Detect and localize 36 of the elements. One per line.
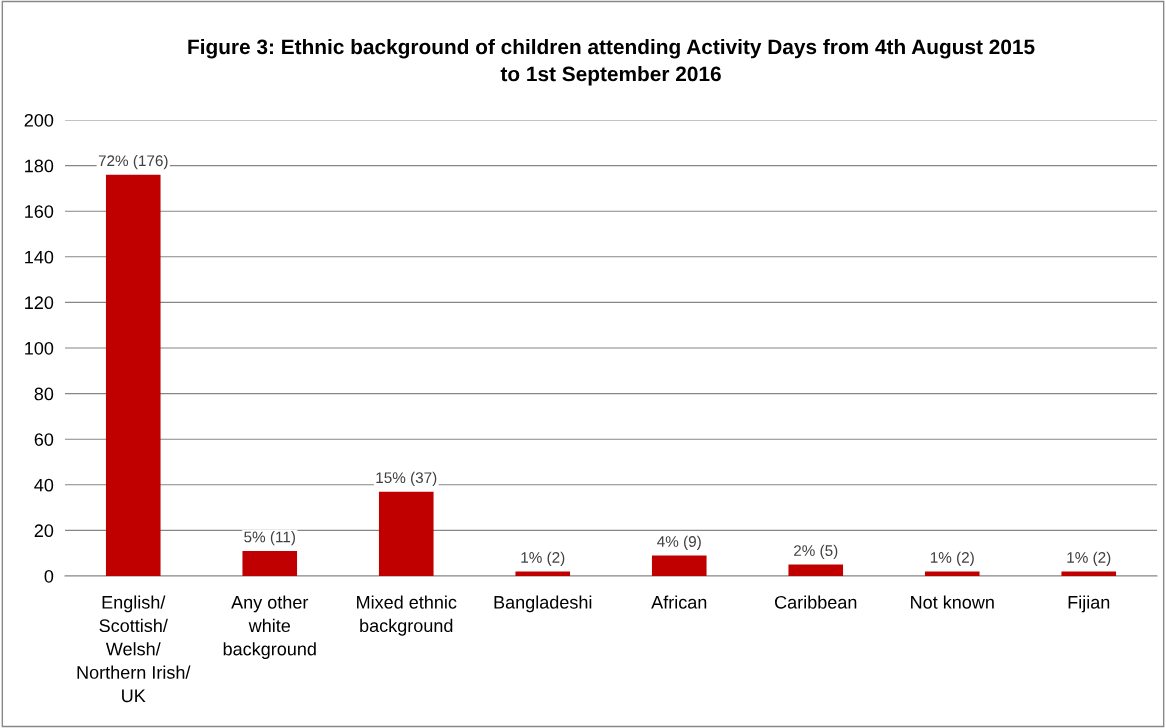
y-tick-label: 20 xyxy=(34,524,54,538)
x-tick-label: Caribbean xyxy=(775,595,857,609)
y-tick-label: 200 xyxy=(24,113,54,127)
data-label: 1% (2) xyxy=(521,551,565,566)
x-tick-label: Fijian xyxy=(1068,595,1110,613)
x-tick-label: Not known xyxy=(911,595,994,609)
bar xyxy=(378,491,434,576)
data-label: 15% (37) xyxy=(376,471,437,487)
data-label: 2% (5) xyxy=(794,544,838,560)
x-tick-label: Mixed ethnic background xyxy=(357,595,457,636)
y-tick-label: 80 xyxy=(34,387,54,401)
bar xyxy=(515,571,571,576)
y-tick-label: 140 xyxy=(25,250,54,264)
bar xyxy=(242,550,298,576)
data-label: 4% (9) xyxy=(657,535,701,550)
x-tick-label: African xyxy=(651,595,707,609)
y-tick-label: 100 xyxy=(25,341,54,355)
bar xyxy=(1061,571,1117,576)
bar xyxy=(105,174,161,576)
data-label: 1% (2) xyxy=(1067,551,1111,566)
y-tick-label: 180 xyxy=(25,159,54,173)
y-tick-label: 60 xyxy=(34,433,54,446)
bar xyxy=(651,555,707,576)
chart-title: Figure 3: Ethnic background of children attending Activity Days from 4th August 2015 to 1st September 2016 xyxy=(188,38,1035,86)
bar xyxy=(924,571,980,576)
x-tick-label: Any other white background xyxy=(223,595,316,660)
y-tick-label: 40 xyxy=(34,478,54,492)
x-tick-label: English/ Scottish/ Welsh/ Northern Irish/ UK xyxy=(77,595,191,703)
y-tick-label: 160 xyxy=(25,205,54,218)
y-tick-label: 120 xyxy=(25,296,54,310)
data-label: 5% (11) xyxy=(244,531,295,546)
data-label: 72% (176) xyxy=(98,154,168,170)
data-label: 1% (2) xyxy=(930,551,974,566)
y-tick-label: 0 xyxy=(44,569,54,583)
x-tick-label: Bangladeshi xyxy=(494,595,592,613)
bar xyxy=(788,564,844,576)
